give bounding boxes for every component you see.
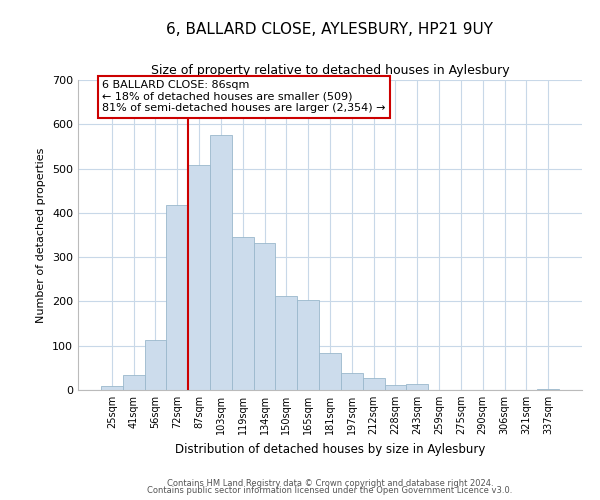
Text: 6 BALLARD CLOSE: 86sqm
← 18% of detached houses are smaller (509)
81% of semi-de: 6 BALLARD CLOSE: 86sqm ← 18% of detached… — [102, 80, 386, 113]
Text: Contains public sector information licensed under the Open Government Licence v3: Contains public sector information licen… — [148, 486, 512, 495]
Bar — [537, 388, 559, 390]
Bar — [166, 205, 188, 390]
Text: 6, BALLARD CLOSE, AYLESBURY, HP21 9UY: 6, BALLARD CLOSE, AYLESBURY, HP21 9UY — [167, 22, 493, 38]
Bar — [341, 373, 363, 390]
Bar — [406, 384, 428, 390]
Bar — [363, 378, 385, 390]
Bar — [188, 165, 210, 390]
Bar — [254, 243, 275, 390]
Bar — [385, 384, 406, 390]
Bar — [319, 353, 341, 390]
Bar — [210, 136, 232, 390]
X-axis label: Distribution of detached houses by size in Aylesbury: Distribution of detached houses by size … — [175, 442, 485, 456]
Bar — [123, 374, 145, 390]
Text: Contains HM Land Registry data © Crown copyright and database right 2024.: Contains HM Land Registry data © Crown c… — [167, 478, 493, 488]
Bar — [232, 237, 254, 390]
Title: Size of property relative to detached houses in Aylesbury: Size of property relative to detached ho… — [151, 64, 509, 78]
Bar — [297, 300, 319, 390]
Bar — [145, 340, 166, 390]
Y-axis label: Number of detached properties: Number of detached properties — [37, 148, 46, 322]
Bar — [275, 296, 297, 390]
Bar — [101, 386, 123, 390]
